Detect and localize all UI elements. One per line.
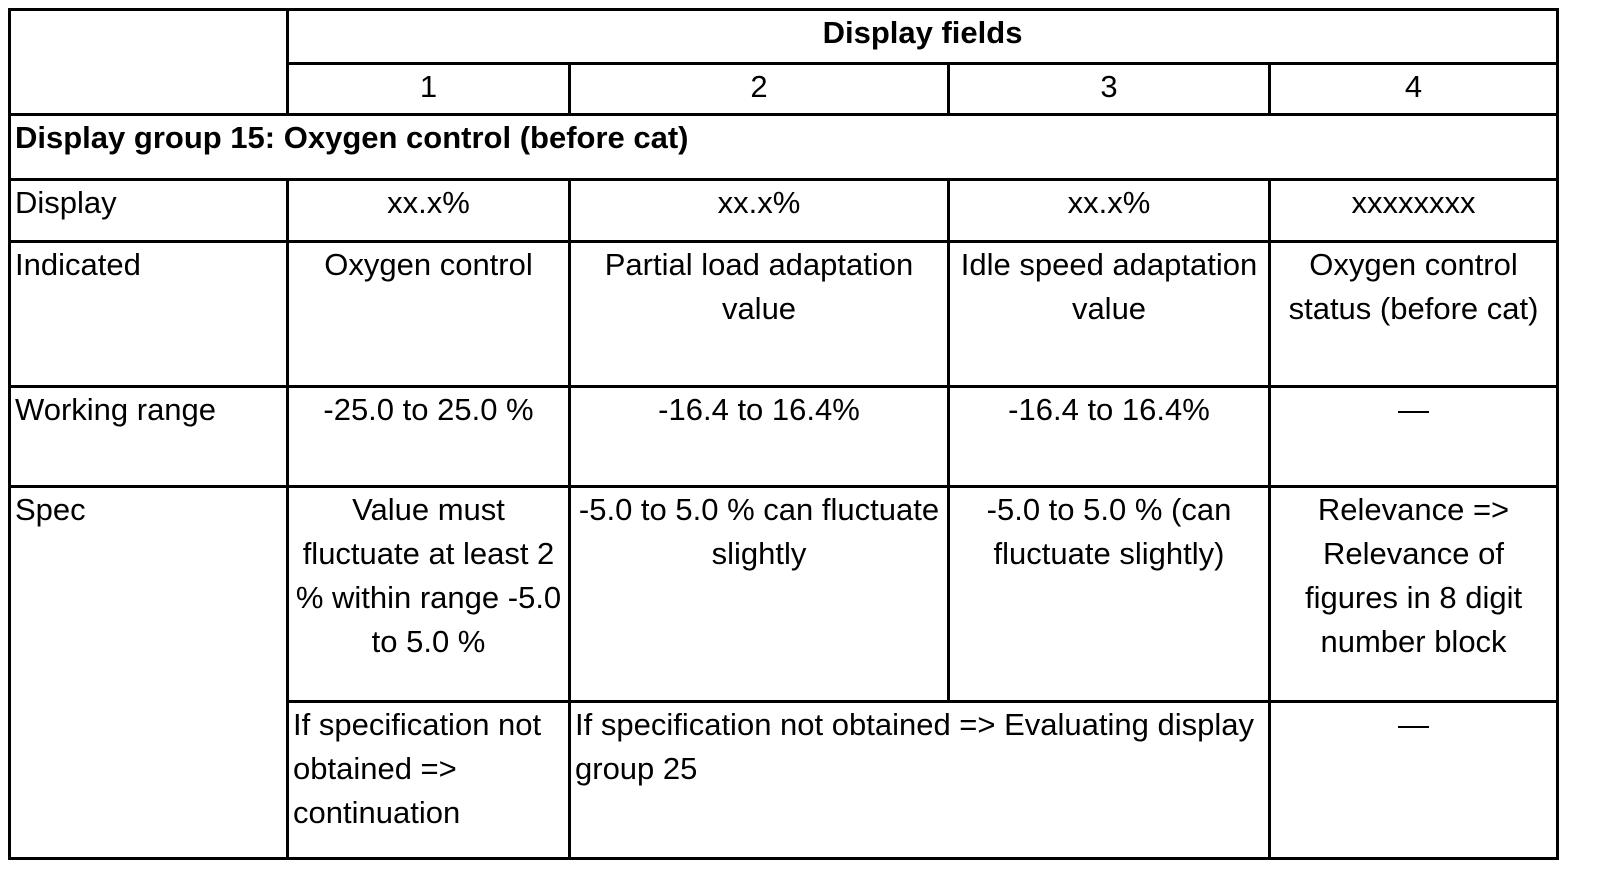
row-label: Spec xyxy=(8,485,289,860)
spec-cell: -5.0 to 5.0 % (can fluctuate slightly) xyxy=(947,485,1271,703)
failure-cell: If specification not obtained => Evaluat… xyxy=(568,700,1271,860)
value-cell: xx.x% xyxy=(286,178,571,243)
value-cell: Idle speed adaptation value xyxy=(947,240,1271,388)
data-row: Working range -25.0 to 25.0 % -16.4 to 16.… xyxy=(8,385,1560,488)
value-cell: xx.x% xyxy=(947,178,1271,243)
table-body: Display fields 1 2 3 4 Display group 15: Oxyg… xyxy=(7,8,1560,860)
row-label: Working range xyxy=(8,385,289,488)
group-row: Display group 15: Oxygen control (before… xyxy=(7,113,1560,181)
data-row: Indicated Oxygen control Partial load adap… xyxy=(8,240,1560,388)
field-number: 3 xyxy=(947,62,1271,116)
spec-cell: Value must fluctuate at least 2 % within… xyxy=(286,485,571,703)
field-number: 4 xyxy=(1267,62,1560,116)
value-cell: Partial load adaptation value xyxy=(568,240,950,388)
value-cell: — xyxy=(1267,385,1560,488)
group-title: Display group 15: Oxygen control (before… xyxy=(7,113,1560,181)
value-cell: Oxygen control xyxy=(286,240,571,388)
failure-cell: — xyxy=(1267,700,1560,860)
failure-row: If specification not obtained => continu… xyxy=(10,700,1560,860)
row-label: Indicated xyxy=(8,240,289,388)
value-cell: -25.0 to 25.0 % xyxy=(286,385,571,488)
corner-cell xyxy=(8,8,289,116)
value-cell: -16.4 to 16.4% xyxy=(568,385,950,488)
value-cell: Oxygen control status (before cat) xyxy=(1267,240,1560,388)
field-number: 1 xyxy=(286,62,571,116)
value-cell: xx.x% xyxy=(568,178,950,243)
spec-cell: -5.0 to 5.0 % can fluctuate slightly xyxy=(568,485,950,703)
data-row: Display xx.x% xx.x% xx.x% xxxxxxxx xyxy=(8,178,1560,243)
spec-cell: Relevance => Relevance of figures in 8 d… xyxy=(1267,485,1560,703)
failure-cell: If specification not obtained => continu… xyxy=(286,700,571,860)
header-row: Display fields xyxy=(8,8,1560,116)
display-table: Display fields 1 2 3 4 Display group 15: Oxyg… xyxy=(7,8,1560,860)
value-cell: -16.4 to 16.4% xyxy=(947,385,1271,488)
field-number: 2 xyxy=(568,62,950,116)
spec-row: Spec Value must fluctuate at least 2 % wi… xyxy=(8,485,1560,860)
header-title: Display fields xyxy=(285,8,1560,65)
row-label: Display xyxy=(8,178,289,243)
value-cell: xxxxxxxx xyxy=(1267,178,1560,243)
